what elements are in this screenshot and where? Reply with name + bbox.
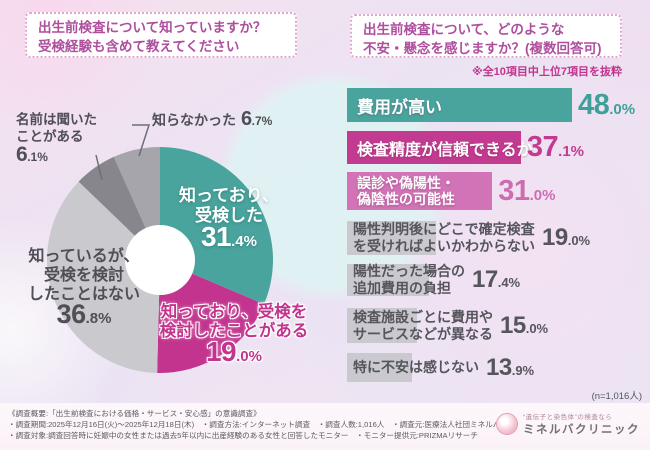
bar-row-5: 検査施設ごとに費用や サービスなどが異なる 15.0% (347, 306, 645, 345)
bar-row-4: 陽性だった場合の 追加費用の負担 17.4% (347, 262, 645, 298)
bar-row-6: 特に不安は感じない 13.9% (347, 351, 645, 384)
bar-5 (347, 308, 418, 343)
bar-value-0: 48.0% (578, 88, 636, 121)
pie-label-knew-considered: 知っており、受検を 検討したことがある 19.0% (152, 303, 316, 366)
pie-value-knew-tested: 31.4% (200, 221, 257, 252)
pie-value-didnt-know: 6.7% (241, 108, 273, 130)
bar-row-2: 誤診や偽陽性・ 偽陰性の可能性 31.0% (347, 172, 555, 210)
bar-6 (347, 353, 413, 382)
logo-tagline: “遺伝子と染色体”の検査なら (523, 414, 613, 421)
leader-line-didnt-know (132, 124, 151, 157)
bar-value-5: 15.0% (500, 311, 549, 339)
pie-value-heard-name: 6.1% (16, 143, 48, 166)
pie-label-didnt-know: 知らなかった 6.7% (152, 108, 273, 130)
donut-slice-1 (157, 260, 264, 373)
pie-label-knew-tested: 知っており、 受検した 31.4% (165, 186, 293, 252)
bar-value-4: 17.4% (472, 266, 521, 293)
survey-footer: 《調査概要:「出生前検査における価格・サービス・安心感」の意識調査》 ・調査期間… (0, 403, 650, 450)
bar-label-5: 検査施設ごとに費用や サービスなどが異なる (353, 308, 493, 342)
minerva-clinic-logo: “遺伝子と染色体”の検査なら ミネルバクリニック (496, 411, 640, 437)
right-question-box: 出生前検査について、どのような 不安・懸念を感じますか？(複数回答可) (350, 14, 622, 58)
pie-label-heard-name: 名前は聞いた ことがある 6.1% (16, 111, 136, 166)
survey-overview-line1: 《調査概要:「出生前検査における価格・サービス・安心感」の意識調査》 (8, 409, 261, 418)
bar-label-4: 陽性だった場合の 追加費用の負担 (353, 263, 465, 296)
bar-label-2: 誤診や偽陽性・ 偽陰性の可能性 (357, 175, 455, 207)
donut-hole (125, 225, 195, 295)
bar-row-0: 費用が高い 48.0% (347, 88, 635, 122)
survey-overview-line3: ・調査対象:調査回答時に妊娠中の女性または過去5年以内に出産経験のある女性と回答… (8, 431, 478, 440)
bar-value-2: 31.0% (498, 174, 556, 207)
leader-line-heard-name (95, 154, 103, 181)
right-question-line2: 不安・懸念を感じますか？(複数回答可) (363, 41, 602, 56)
donut-chart (47, 124, 274, 373)
minerva-logo-icon (496, 413, 518, 435)
survey-overview-line2: ・調査期間:2025年12月16日(火)〜2025年12月18日(木) ・調査方… (8, 420, 501, 429)
logo-name: ミネルバクリニック (523, 424, 640, 436)
bar-label-1: 検査精度が信頼できるか (357, 141, 533, 159)
sample-size-label: (n=1,016人) (591, 391, 642, 402)
donut-slice-2 (47, 181, 160, 373)
bar-0: 費用が高い (347, 88, 572, 122)
pie-value-knew-considered: 19.0% (205, 336, 262, 367)
left-question-line1: 出生前検査について知っていますか？ (38, 20, 267, 35)
left-question-box: 出生前検査について知っていますか？ 受検経験も含めて教えてください (25, 12, 297, 58)
bar-value-3: 19.0% (542, 224, 591, 251)
bar-row-1: 検査精度が信頼できるか 37.1% (347, 131, 584, 164)
bar-1: 検査精度が信頼できるか (347, 131, 533, 164)
pie-label-knew-not-considered: 知っているが、 受検を検討 したことはない 36.8% (8, 247, 160, 328)
bar-chart: 費用が高い 48.0% 検査精度が信頼できるか 37.1% 誤診や偽陽性・ 偽陰性の可能性… (347, 88, 645, 388)
bar-2: 誤診や偽陽性・ 偽陰性の可能性 (347, 172, 493, 210)
survey-overview-text: 《調査概要:「出生前検査における価格・サービス・安心感」の意識調査》 ・調査期間… (8, 408, 500, 441)
bar-label-0: 費用が高い (357, 97, 442, 117)
bar-3 (347, 221, 437, 255)
left-question-line2: 受検経験も含めて教えてください (38, 39, 240, 54)
bar-row-3: 陽性判明後にどこで確定検査 を受ければよいかわからない 19.0% (347, 219, 645, 257)
right-question-line1: 出生前検査について、どのような (363, 22, 565, 37)
bar-value-6: 13.9% (486, 353, 535, 381)
bar-chart-note: ※全10項目中上位7項目を抜粋 (471, 66, 622, 78)
pie-value-knew-not-considered: 36.8% (56, 299, 112, 329)
bar-4 (347, 264, 429, 296)
bar-value-1: 37.1% (526, 131, 585, 163)
bar-label-3: 陽性判明後にどこで確定検査 を受ければよいかわからない (353, 221, 535, 254)
bar-label-6: 特に不安は感じない (353, 359, 479, 375)
